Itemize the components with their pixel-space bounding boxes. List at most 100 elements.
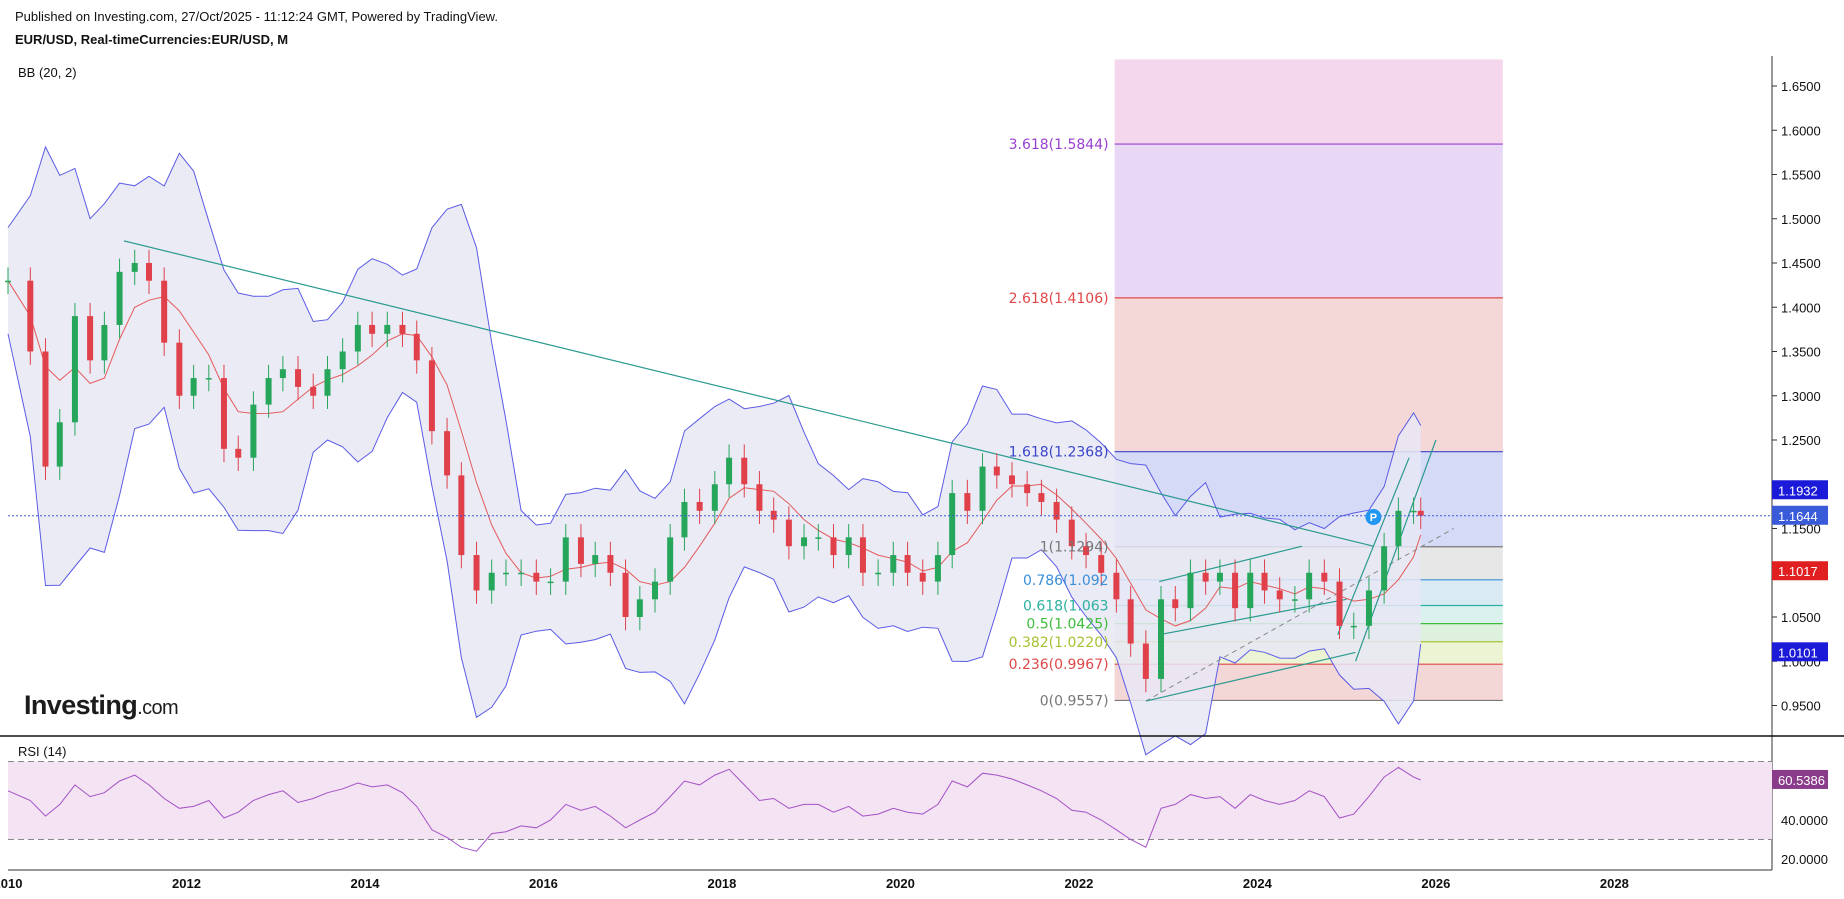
fib-label: 3.618(1.5844) (1009, 137, 1109, 153)
candle-body (250, 404, 257, 458)
candle-body (1417, 510, 1424, 516)
price-tick-label: 1.5000 (1781, 212, 1821, 227)
candle-body (993, 466, 1000, 476)
fib-label: 0.786(1.092 (1023, 573, 1109, 589)
candle-body (1187, 572, 1194, 609)
candle-body (265, 378, 272, 405)
price-label-text: 1.1932 (1778, 483, 1818, 498)
candle-body (726, 457, 733, 485)
time-tick-label: 2010 (0, 876, 22, 891)
candle-body (979, 466, 986, 511)
candle-body (56, 422, 63, 467)
fib-label: 1(1.1294) (1040, 540, 1109, 556)
candle-body (354, 324, 361, 352)
time-tick-label: 2016 (529, 876, 558, 891)
candle-body (711, 484, 718, 511)
candle-body (146, 263, 153, 281)
candle-body (518, 572, 525, 575)
channel-mid (1159, 598, 1347, 636)
candle-body (890, 555, 897, 573)
rsi-value-label: 60.5386 (1772, 769, 1828, 789)
candle-body (681, 501, 688, 538)
candle-body (1113, 572, 1120, 600)
candle-body (413, 333, 420, 361)
price-label: 1.1932 (1772, 480, 1828, 500)
candle-body (1083, 546, 1090, 556)
candle-body (458, 475, 465, 556)
price-label: 1.0101 (1772, 642, 1828, 662)
candle-body (473, 555, 480, 591)
candle-body (577, 537, 584, 564)
channel-lower (1145, 651, 1356, 702)
time-tick-label: 2024 (1243, 876, 1273, 891)
long-trend-line (123, 240, 1374, 547)
candle-body (310, 386, 317, 396)
rsi-value-bg (1772, 769, 1828, 789)
candle-body (1008, 475, 1015, 485)
candle-body (785, 519, 792, 547)
candle-body (607, 555, 614, 573)
fib-zone (1114, 59, 1503, 145)
position-marker-text: P (1370, 512, 1377, 524)
dashed-trend-line (1145, 528, 1454, 702)
candle-body (667, 537, 674, 582)
candle-body (116, 271, 123, 325)
candlesticks: P (5, 249, 1772, 693)
time-tick-label: 2026 (1421, 876, 1450, 891)
candle-body (1350, 625, 1357, 628)
fib-label: 0.236(0.9967) (1009, 657, 1109, 673)
candle-body (42, 351, 49, 467)
candle-body (1158, 599, 1165, 679)
price-label-bg (1772, 642, 1828, 662)
rsi-indicator-label[interactable]: RSI (14) (18, 744, 67, 759)
candle-body (636, 599, 643, 617)
candle-body (279, 369, 286, 379)
rising-line-2 (1337, 457, 1410, 635)
fib-label: 1.618(1.2368) (1009, 445, 1109, 461)
price-label-text: 1.1017 (1778, 564, 1818, 579)
candle-body (220, 378, 227, 449)
rsi-band-fill (8, 761, 1772, 840)
time-tick-label: 2012 (172, 876, 201, 891)
price-label-text: 1.0101 (1778, 645, 1818, 660)
candle-body (622, 572, 629, 617)
price-tick-label: 0.9500 (1781, 699, 1821, 714)
candle-body (547, 581, 554, 584)
candle-body (949, 493, 956, 556)
candle-body (1276, 590, 1283, 600)
position-marker-circle (1365, 508, 1382, 525)
position-marker: P (1365, 508, 1382, 525)
fib-label: 0.618(1.063 (1023, 598, 1109, 614)
candle-body (1336, 581, 1343, 626)
price-tick-label: 1.4000 (1781, 300, 1821, 315)
fibonacci-labels: 0(0.9557) 0.236(0.9967) 0.382(1.0220) 0.5(1… (1009, 137, 1109, 709)
candle-body (1261, 572, 1268, 591)
price-tick-label: 1.5500 (1781, 168, 1821, 183)
bb-indicator-label[interactable]: BB (20, 2) (18, 65, 77, 80)
candle-body (176, 342, 183, 396)
candle-body (5, 280, 11, 283)
candle-body (428, 360, 435, 432)
candle-body (1247, 572, 1254, 609)
price-label-text: 1.1644 (1778, 509, 1818, 524)
price-tick-label: 1.2500 (1781, 433, 1821, 448)
price-label: 1.1644 (1772, 505, 1828, 525)
price-tick-label: 1.1500 (1781, 522, 1821, 537)
bb-upper (7, 145, 1422, 531)
candle-body (845, 537, 852, 556)
candle-body (934, 555, 941, 582)
candle-body (562, 537, 569, 582)
candle-body (488, 572, 495, 591)
candle-body (875, 572, 882, 575)
candle-body (1068, 519, 1075, 547)
candle-body (369, 324, 376, 334)
candle-body (1127, 599, 1134, 644)
candle-body (1142, 643, 1149, 679)
logo-suffix: .com (137, 697, 179, 719)
price-label-bg (1772, 561, 1828, 581)
candle-body (1306, 572, 1313, 600)
candle-body (1410, 510, 1417, 513)
price-tick-label: 1.6500 (1781, 79, 1821, 94)
rsi-value-text: 60.5386 (1778, 773, 1825, 788)
